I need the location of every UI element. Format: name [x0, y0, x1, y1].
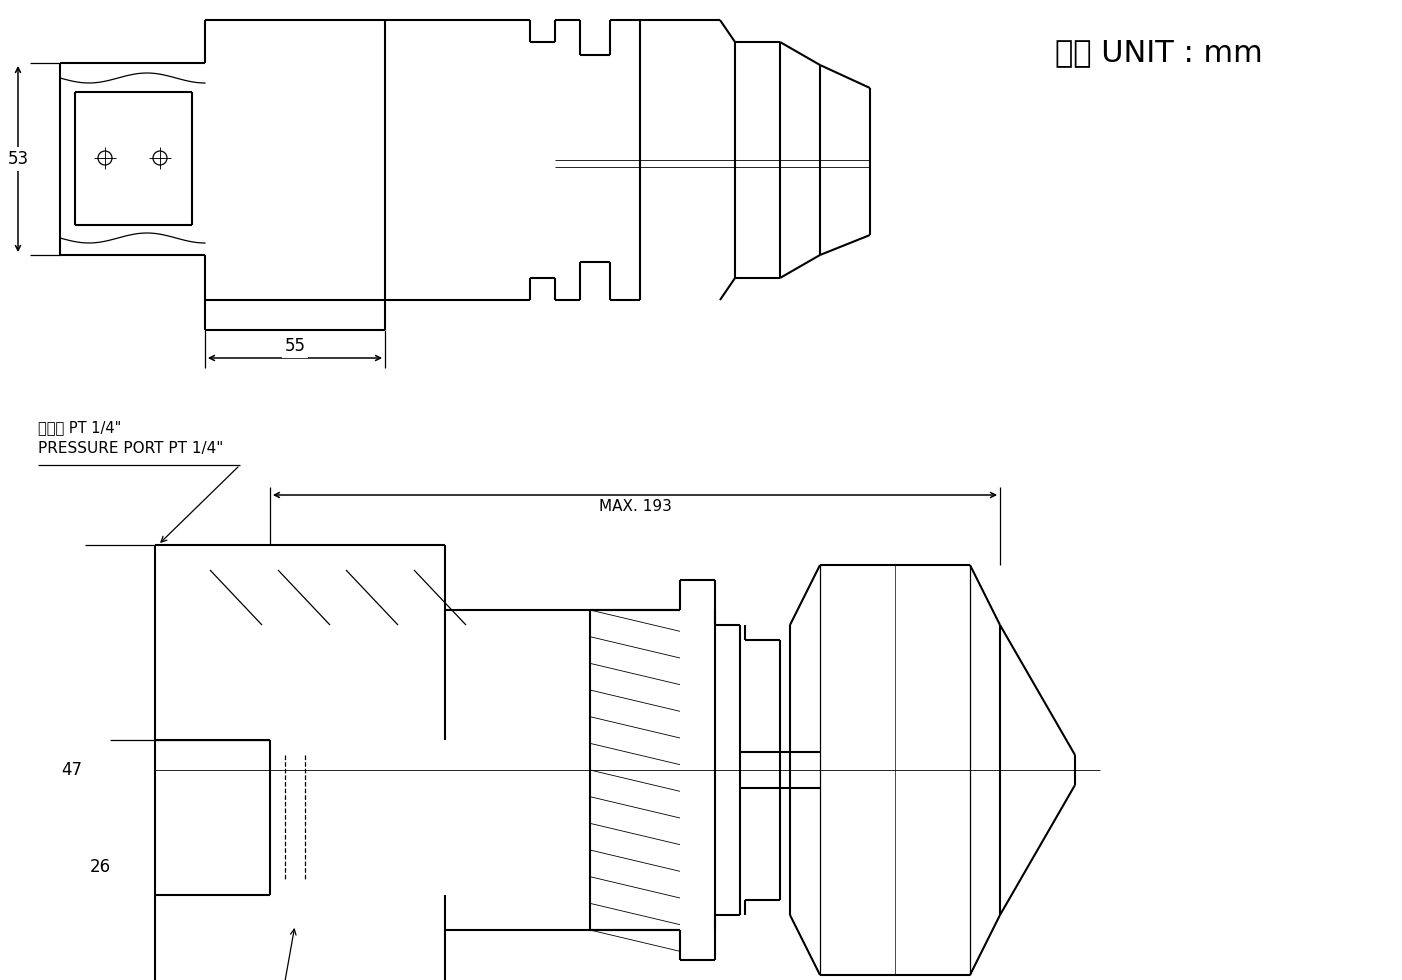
Text: MAX. 193: MAX. 193 — [599, 500, 672, 514]
Text: 47: 47 — [62, 761, 83, 779]
Text: 55: 55 — [285, 337, 306, 355]
Text: 26: 26 — [90, 858, 111, 876]
Text: 単位 UNIT : mm: 単位 UNIT : mm — [1054, 38, 1263, 67]
Text: 壓力口 PT 1/4": 壓力口 PT 1/4" — [38, 420, 121, 435]
Text: 53: 53 — [7, 150, 28, 168]
Text: PRESSURE PORT PT 1/4": PRESSURE PORT PT 1/4" — [38, 441, 223, 456]
